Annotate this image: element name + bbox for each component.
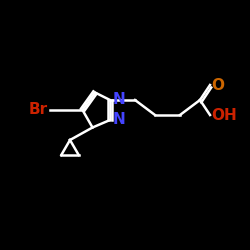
Text: N: N (112, 112, 125, 128)
Text: O: O (211, 78, 224, 92)
Text: OH: OH (211, 108, 237, 122)
Text: N: N (112, 92, 125, 108)
Text: Br: Br (28, 102, 48, 118)
